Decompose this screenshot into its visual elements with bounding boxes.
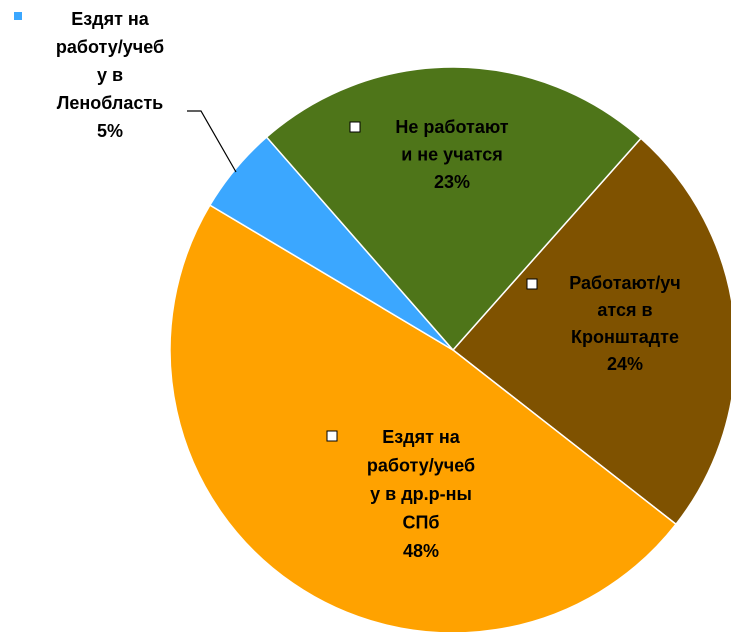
legend-key	[326, 430, 338, 442]
slice-label: Работают/уч атся в Кронштадте	[569, 273, 680, 347]
value-label: 24%	[607, 354, 643, 374]
pie-slice	[265, 66, 642, 352]
label-line: Ездят на	[71, 9, 150, 29]
leader-line	[187, 110, 237, 173]
label-line: Ленобласть	[57, 93, 164, 113]
label-line: Ездят на	[382, 427, 461, 447]
label-line: Работают/уч	[569, 273, 680, 293]
label-line: работу/учеб	[367, 455, 475, 475]
legend-key	[526, 278, 538, 290]
slice-label: Ездят на работу/учеб у в др.р-ны СПб	[367, 427, 475, 533]
pie-slice	[169, 204, 678, 632]
label-line: Не работают	[395, 117, 508, 137]
label-line: у в	[97, 65, 123, 85]
legend-key	[14, 12, 22, 20]
label-line: у в др.р-ны	[370, 484, 472, 504]
label-line: СПб	[402, 512, 439, 532]
label-line: атся в	[597, 300, 652, 320]
slice-label: Ездят на работу/учеб у в Ленобласть	[56, 9, 164, 113]
label-line: работу/учеб	[56, 37, 164, 57]
label-line: и не учатся	[401, 144, 503, 164]
value-label: 23%	[434, 172, 470, 192]
value-label: 48%	[403, 541, 439, 561]
label-line: Кронштадте	[571, 327, 679, 347]
pie-slice	[451, 137, 731, 526]
slice-label: Не работают и не учатся	[395, 117, 508, 165]
legend-key	[349, 121, 361, 133]
value-label: 5%	[97, 121, 123, 141]
